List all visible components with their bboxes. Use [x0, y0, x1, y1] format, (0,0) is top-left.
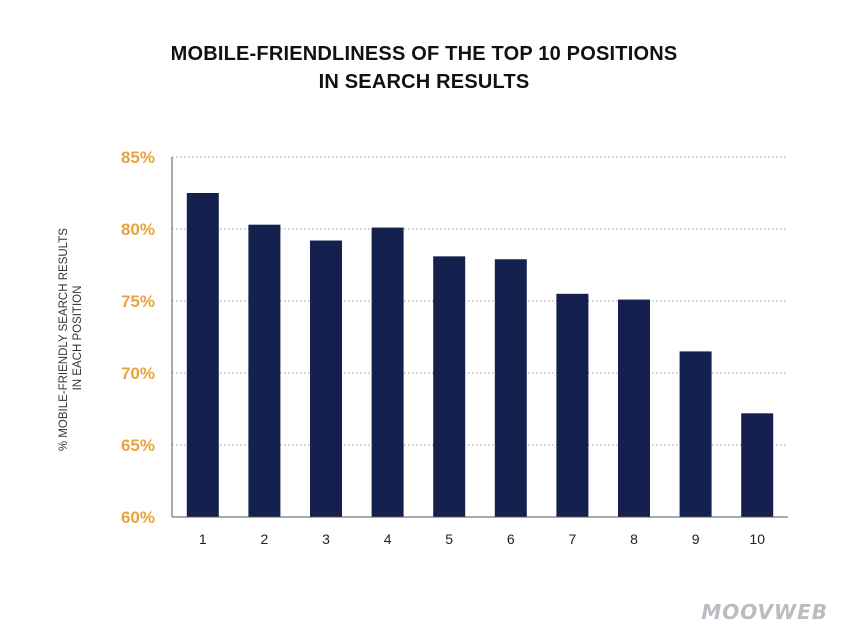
bars	[186, 193, 774, 517]
y-tick-label: 65%	[121, 436, 155, 455]
bar-10	[741, 413, 774, 517]
x-tick-label: 8	[630, 531, 638, 547]
x-tick-label: 10	[749, 531, 765, 547]
x-tick-label: 1	[199, 531, 207, 547]
chart-title-line-2: IN SEARCH RESULTS	[318, 71, 530, 93]
bar-1	[186, 193, 219, 517]
bar-5	[433, 256, 466, 517]
x-tick-labels: 1 2 3 4 5 6 7 8 9 10	[199, 531, 765, 547]
x-tick-label: 4	[384, 531, 392, 547]
x-tick-label: 9	[692, 531, 700, 547]
y-tick-label: 75%	[121, 292, 155, 311]
bar-3	[310, 240, 342, 517]
chart-title-line-1: MOBILE-FRIENDLINESS OF THE TOP 10 POSITI…	[170, 43, 678, 65]
x-tick-label: 2	[261, 531, 269, 547]
x-tick-label: 7	[569, 531, 577, 547]
y-tick-label: 80%	[121, 220, 155, 239]
chart-title: MOBILE-FRIENDLINESS OF THE TOP 10 POSITI…	[0, 40, 848, 96]
bar-6	[494, 259, 527, 517]
y-axis-label-line-2: IN EACH POSITION	[72, 286, 84, 391]
moovweb-logo: MOOVWEB	[701, 600, 828, 624]
y-axis-label: % MOBILE-FRIENDLY SEARCH RESULTS IN EACH…	[58, 225, 84, 451]
y-tick-label: 60%	[121, 508, 155, 527]
bar-7	[556, 293, 589, 517]
bar-2	[248, 224, 281, 517]
y-axis-label-line-1: % MOBILE-FRIENDLY SEARCH RESULTS	[58, 228, 70, 451]
bar-9	[679, 351, 712, 517]
y-tick-label: 70%	[121, 364, 155, 383]
bar-4	[371, 227, 404, 517]
x-tick-label: 6	[507, 531, 515, 547]
x-tick-label: 5	[445, 531, 453, 547]
y-tick-label: 85%	[121, 148, 155, 167]
y-tick-labels: 60% 65% 70% 75% 80% 85%	[121, 148, 155, 527]
x-tick-label: 3	[322, 531, 330, 547]
bar-8	[618, 299, 650, 517]
